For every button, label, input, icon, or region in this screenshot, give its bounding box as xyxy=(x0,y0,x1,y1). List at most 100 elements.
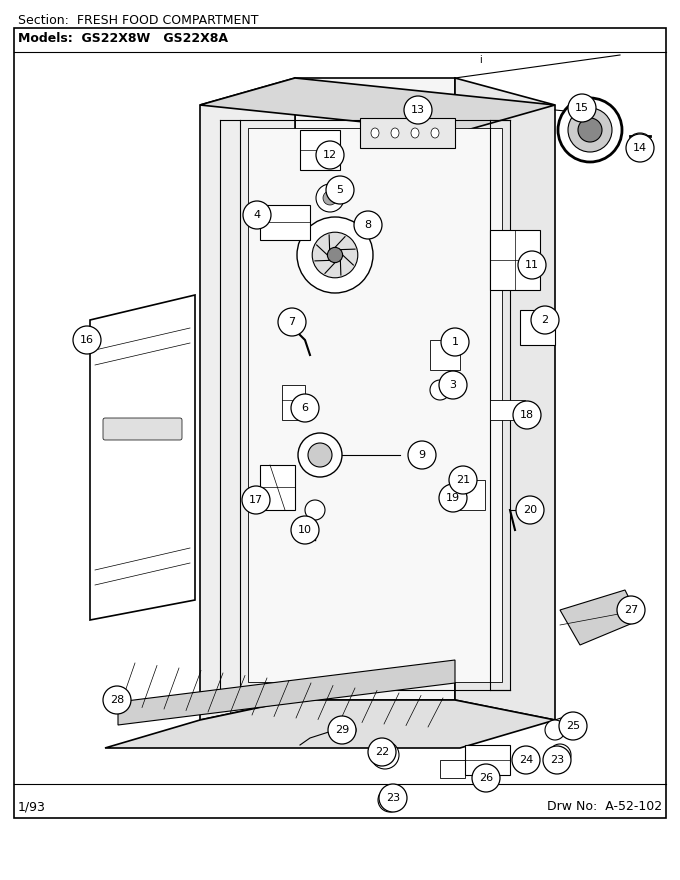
Polygon shape xyxy=(440,760,465,778)
Ellipse shape xyxy=(411,128,419,138)
Circle shape xyxy=(278,308,306,336)
Circle shape xyxy=(568,94,596,122)
Text: 5: 5 xyxy=(337,185,343,195)
Polygon shape xyxy=(248,128,502,682)
Circle shape xyxy=(559,712,587,740)
Polygon shape xyxy=(282,385,305,420)
Text: 24: 24 xyxy=(519,755,533,765)
Text: 22: 22 xyxy=(375,747,389,757)
Polygon shape xyxy=(200,78,295,720)
Circle shape xyxy=(291,516,319,544)
Text: Section:  FRESH FOOD COMPARTMENT: Section: FRESH FOOD COMPARTMENT xyxy=(18,14,258,27)
Circle shape xyxy=(513,401,541,429)
Polygon shape xyxy=(260,205,310,240)
Circle shape xyxy=(308,443,332,467)
Text: 11: 11 xyxy=(525,260,539,270)
Ellipse shape xyxy=(391,128,399,138)
Text: 21: 21 xyxy=(456,475,470,485)
Text: 29: 29 xyxy=(335,725,349,735)
Text: 7: 7 xyxy=(288,317,296,327)
Text: 4: 4 xyxy=(254,210,260,220)
Text: 18: 18 xyxy=(520,410,534,420)
Text: 2: 2 xyxy=(541,315,549,325)
Circle shape xyxy=(545,720,565,740)
Circle shape xyxy=(449,466,477,494)
Circle shape xyxy=(568,108,612,152)
Polygon shape xyxy=(490,230,540,290)
FancyBboxPatch shape xyxy=(103,418,182,440)
Text: 17: 17 xyxy=(249,495,263,505)
Text: 3: 3 xyxy=(449,380,456,390)
Polygon shape xyxy=(295,78,455,700)
Polygon shape xyxy=(90,295,195,620)
Circle shape xyxy=(558,98,622,162)
Polygon shape xyxy=(430,340,460,370)
Circle shape xyxy=(531,306,559,334)
Polygon shape xyxy=(200,78,555,132)
Bar xyxy=(14,28,666,818)
Circle shape xyxy=(242,486,270,514)
Circle shape xyxy=(316,184,344,212)
Circle shape xyxy=(326,176,354,204)
Text: 8: 8 xyxy=(364,220,371,230)
Circle shape xyxy=(518,251,546,279)
Circle shape xyxy=(404,96,432,124)
Circle shape xyxy=(316,141,344,169)
Circle shape xyxy=(472,764,500,792)
Polygon shape xyxy=(260,465,295,510)
Polygon shape xyxy=(560,590,640,645)
Text: 26: 26 xyxy=(479,773,493,783)
Circle shape xyxy=(441,328,469,356)
Circle shape xyxy=(328,716,356,744)
Circle shape xyxy=(368,738,396,766)
Text: 16: 16 xyxy=(80,335,94,345)
Circle shape xyxy=(312,232,358,278)
Circle shape xyxy=(516,496,544,524)
Text: 23: 23 xyxy=(386,793,400,803)
Circle shape xyxy=(291,394,319,422)
Text: 9: 9 xyxy=(418,450,426,460)
Circle shape xyxy=(297,217,373,293)
Polygon shape xyxy=(360,118,455,148)
Circle shape xyxy=(578,118,602,142)
Polygon shape xyxy=(490,400,525,420)
Ellipse shape xyxy=(431,128,439,138)
Polygon shape xyxy=(520,310,555,345)
Circle shape xyxy=(243,201,271,229)
Circle shape xyxy=(439,484,467,512)
Ellipse shape xyxy=(334,722,356,738)
Text: 1/93: 1/93 xyxy=(18,800,46,813)
Circle shape xyxy=(408,441,436,469)
Text: 25: 25 xyxy=(566,721,580,731)
Text: Models:  GS22X8W   GS22X8A: Models: GS22X8W GS22X8A xyxy=(18,32,228,45)
Text: 1: 1 xyxy=(452,337,458,347)
Text: 6: 6 xyxy=(301,403,309,413)
Circle shape xyxy=(378,748,392,762)
Ellipse shape xyxy=(371,128,379,138)
Polygon shape xyxy=(455,480,485,510)
Circle shape xyxy=(512,746,540,774)
Text: 12: 12 xyxy=(323,150,337,160)
Polygon shape xyxy=(118,660,455,725)
Circle shape xyxy=(549,744,571,766)
Circle shape xyxy=(305,500,325,520)
Circle shape xyxy=(327,247,343,262)
Circle shape xyxy=(378,788,402,812)
Polygon shape xyxy=(465,745,510,775)
Circle shape xyxy=(439,371,467,399)
Text: 13: 13 xyxy=(411,105,425,115)
Text: 28: 28 xyxy=(110,695,124,705)
Polygon shape xyxy=(300,130,340,170)
Text: 19: 19 xyxy=(446,493,460,503)
Circle shape xyxy=(543,746,571,774)
Ellipse shape xyxy=(630,133,650,147)
Circle shape xyxy=(103,686,131,714)
Circle shape xyxy=(371,741,399,769)
Circle shape xyxy=(617,596,645,624)
Polygon shape xyxy=(455,78,555,720)
Text: Drw No:  A-52-102: Drw No: A-52-102 xyxy=(547,800,662,813)
Text: 27: 27 xyxy=(624,605,638,615)
Text: i: i xyxy=(479,55,481,65)
Circle shape xyxy=(73,326,101,354)
Text: 23: 23 xyxy=(550,755,564,765)
